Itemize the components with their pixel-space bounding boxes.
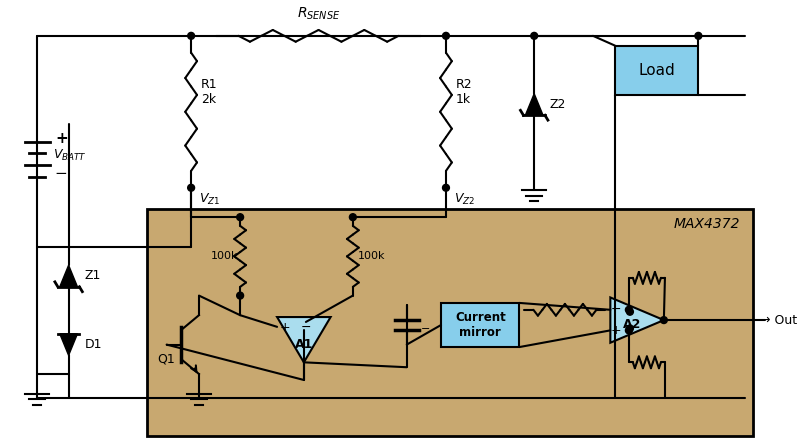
Circle shape bbox=[661, 317, 667, 323]
Text: Q1: Q1 bbox=[157, 353, 174, 366]
Polygon shape bbox=[526, 93, 543, 115]
Polygon shape bbox=[277, 317, 330, 362]
Text: +: + bbox=[55, 131, 68, 146]
Text: $V_{Z2}$: $V_{Z2}$ bbox=[454, 192, 475, 207]
Circle shape bbox=[237, 292, 243, 299]
Polygon shape bbox=[60, 265, 78, 287]
Text: +: + bbox=[610, 324, 621, 337]
Text: A2: A2 bbox=[623, 319, 642, 331]
Text: R2: R2 bbox=[456, 78, 472, 91]
Circle shape bbox=[626, 327, 632, 334]
Circle shape bbox=[626, 325, 634, 332]
Text: MAX4372: MAX4372 bbox=[674, 217, 740, 231]
Text: −: − bbox=[55, 166, 68, 181]
Polygon shape bbox=[610, 297, 664, 343]
Text: A1: A1 bbox=[294, 338, 313, 351]
Text: +: + bbox=[280, 321, 290, 334]
Circle shape bbox=[626, 307, 632, 313]
Circle shape bbox=[350, 214, 356, 221]
Text: $V_{BATT}$: $V_{BATT}$ bbox=[53, 148, 86, 163]
Text: $R_{SENSE}$: $R_{SENSE}$ bbox=[297, 6, 340, 22]
Text: −: − bbox=[301, 321, 311, 334]
Text: Z1: Z1 bbox=[84, 269, 101, 283]
Circle shape bbox=[530, 32, 538, 39]
Circle shape bbox=[188, 184, 194, 191]
Text: −: − bbox=[610, 303, 621, 316]
Circle shape bbox=[188, 32, 194, 39]
Text: Current
mirror: Current mirror bbox=[455, 311, 506, 339]
Text: → Out: → Out bbox=[760, 314, 797, 326]
Polygon shape bbox=[441, 303, 519, 347]
Circle shape bbox=[695, 32, 702, 39]
Polygon shape bbox=[615, 46, 698, 95]
Text: Z2: Z2 bbox=[550, 98, 566, 111]
Text: Load: Load bbox=[638, 62, 675, 78]
Text: 100k: 100k bbox=[210, 251, 238, 261]
Text: 2k: 2k bbox=[201, 93, 216, 106]
Text: −: − bbox=[421, 324, 430, 334]
Text: $V_{Z1}$: $V_{Z1}$ bbox=[199, 192, 220, 207]
Text: R1: R1 bbox=[201, 78, 218, 91]
Circle shape bbox=[442, 184, 450, 191]
Circle shape bbox=[237, 214, 243, 221]
Circle shape bbox=[442, 32, 450, 39]
Polygon shape bbox=[60, 334, 78, 355]
Text: 100k: 100k bbox=[358, 251, 386, 261]
Polygon shape bbox=[147, 210, 753, 436]
Text: D1: D1 bbox=[84, 338, 102, 351]
Text: 1k: 1k bbox=[456, 93, 471, 106]
Circle shape bbox=[626, 308, 634, 315]
